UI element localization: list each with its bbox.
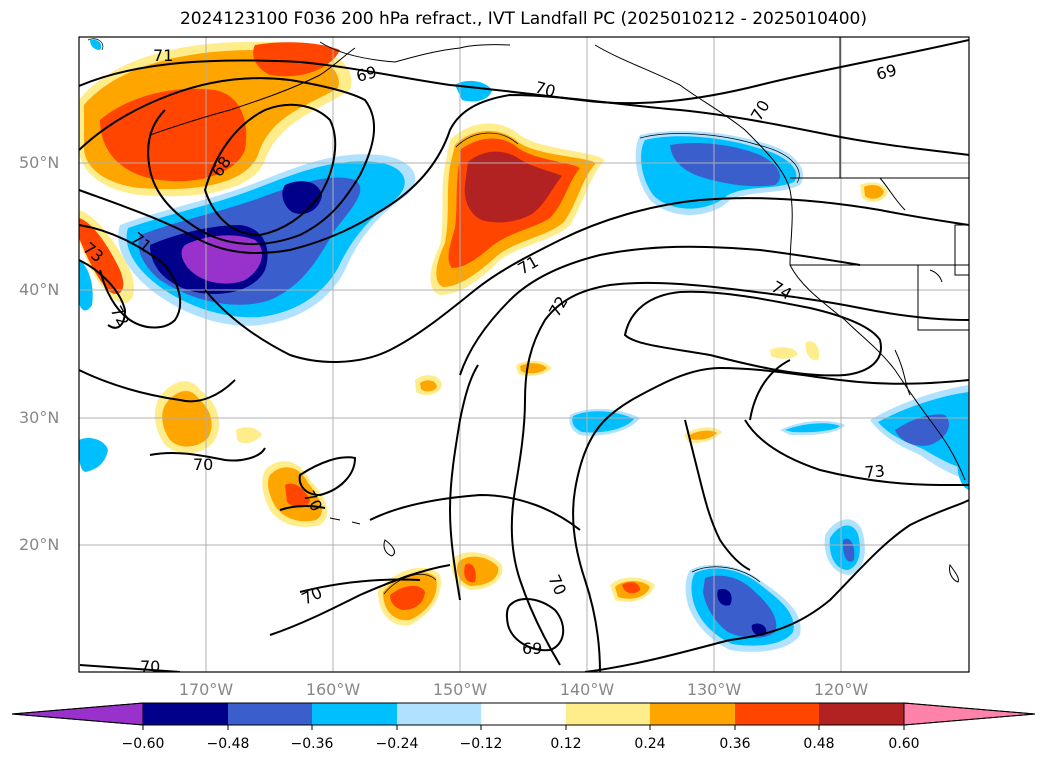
colorbar-tick-label: 0.48 [803, 736, 835, 752]
shaded-fields [79, 39, 969, 652]
gridlines [79, 37, 969, 672]
colorbar-swatch [650, 703, 735, 725]
colorbar-tick-label: 0.36 [719, 736, 751, 752]
colorbar-tick-label: −0.24 [375, 736, 419, 752]
contour-label: 71 [153, 46, 173, 65]
map-frame [78, 36, 970, 673]
lat-label: 40°N [19, 280, 60, 299]
contour-label: 70 [533, 78, 558, 102]
colorbar-swatch [397, 703, 481, 725]
colorbar-tick-label: 0.12 [550, 736, 582, 752]
coastlines [149, 37, 969, 583]
colorbar-swatch [566, 703, 650, 725]
contour-label: 70 [140, 657, 160, 676]
colorbar-tick-label: −0.48 [206, 736, 250, 752]
colorbar-tick-label: 0.24 [634, 736, 666, 752]
contour-label: 69 [522, 639, 542, 658]
lat-label: 30°N [19, 408, 60, 427]
colorbar-swatch [735, 703, 819, 725]
colorbar-swatch [143, 703, 228, 725]
colorbar-tick-label: −0.36 [290, 736, 334, 752]
colorbar-tick-label: −0.12 [459, 736, 503, 752]
contour-lines [79, 39, 969, 672]
lon-label: 150°W [432, 680, 488, 699]
map-title: 2024123100 F036 200 hPa refract., IVT La… [179, 9, 867, 29]
colorbar-ticks [142, 725, 905, 730]
lat-label: 20°N [19, 535, 60, 554]
colorbar-tick-label: 0.60 [888, 736, 920, 752]
contour-label: 69 [354, 62, 379, 86]
colorbar-swatch [312, 703, 397, 725]
colorbar-tick-label: −0.60 [121, 736, 165, 752]
lon-label: 130°W [686, 680, 742, 699]
colorbar-swatch [481, 703, 566, 725]
lon-label: 160°W [305, 680, 361, 699]
colorbar [11, 702, 1036, 730]
colorbar-swatch [228, 703, 312, 725]
contour-label: 70 [193, 455, 213, 474]
lon-label: 120°W [813, 680, 869, 699]
colorbar-min-extend [11, 702, 144, 726]
lat-label: 50°N [19, 153, 60, 172]
colorbar-swatch [819, 703, 904, 725]
contour-label: 69 [874, 60, 899, 84]
contour-label: 73 [864, 461, 886, 482]
colorbar-max-extend [903, 702, 1036, 726]
lon-label: 170°W [178, 680, 234, 699]
lon-label: 140°W [559, 680, 615, 699]
